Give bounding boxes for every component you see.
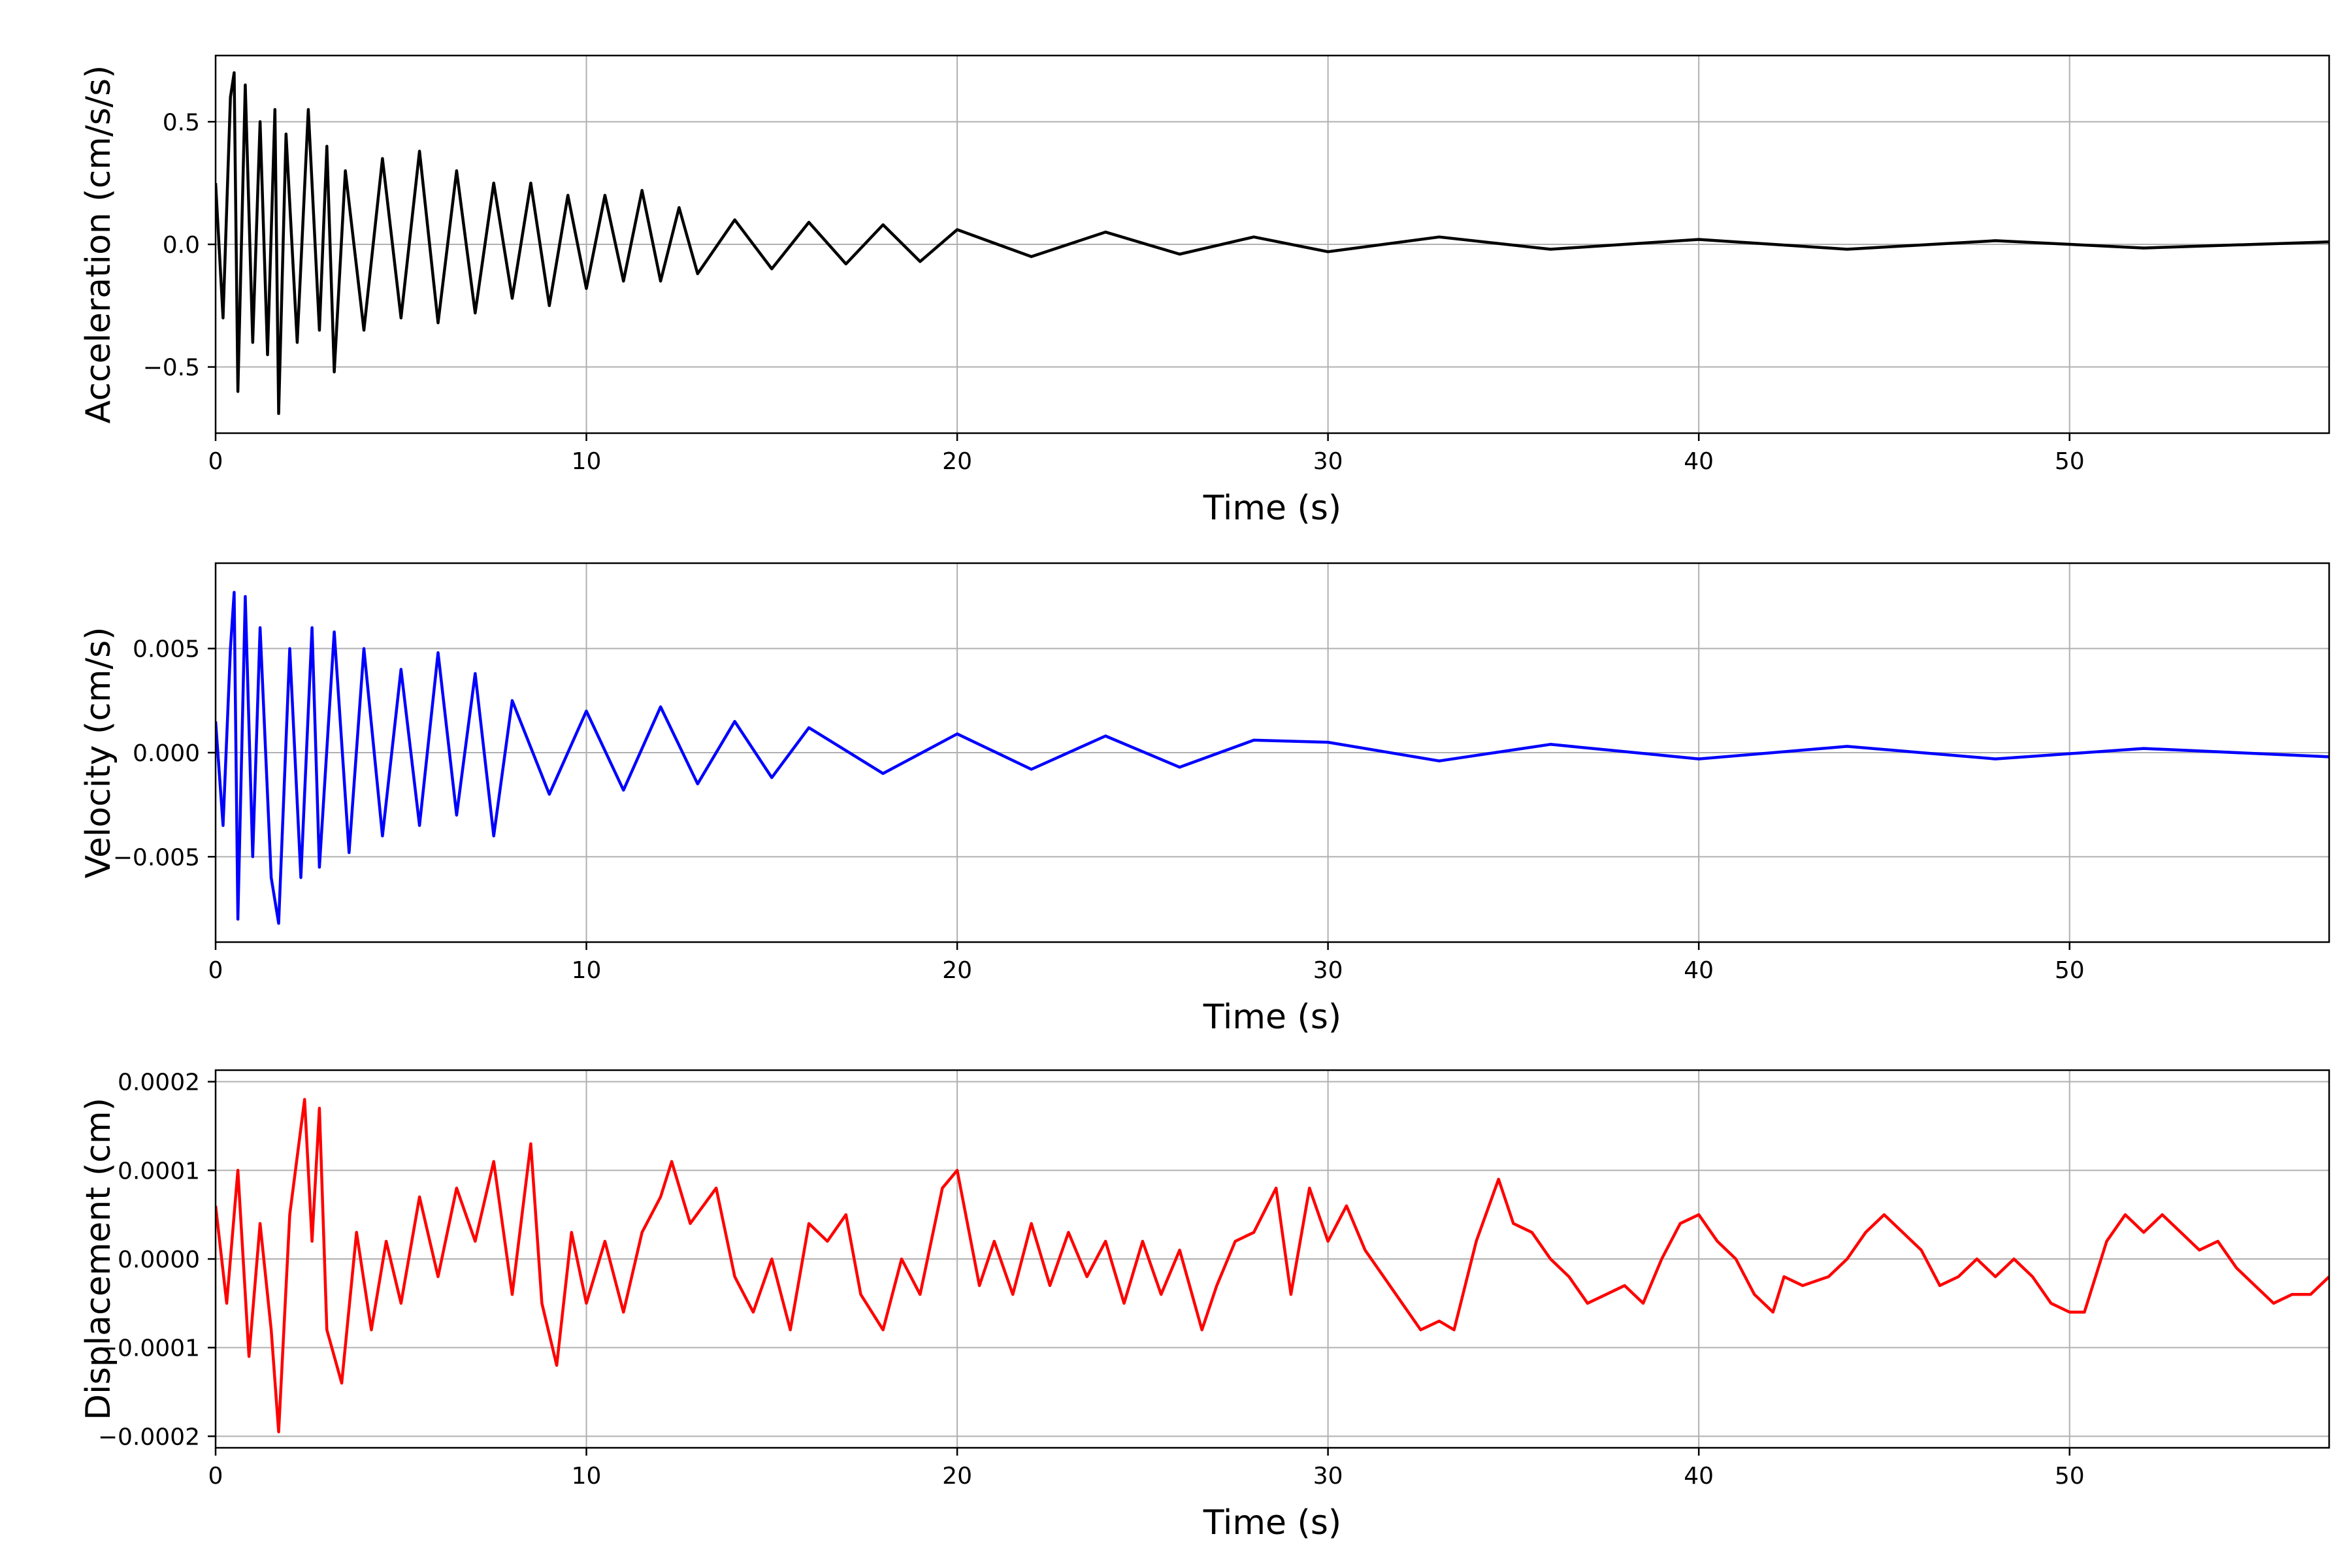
velocity-x-tick-label: 50 bbox=[2055, 957, 2085, 984]
velocity-y-tick-label: 0.000 bbox=[133, 740, 200, 767]
displacement-y-axis-label: Displacement (cm) bbox=[79, 1098, 118, 1420]
displacement-x-tick-label: 50 bbox=[2055, 1463, 2085, 1490]
displacement-panel: 0 10 20 30 40 50 −0.0002 −0.0001 0.0000 0.0001 0.0… bbox=[79, 1070, 2330, 1543]
displacement-x-tick-label: 10 bbox=[572, 1463, 602, 1490]
velocity-y-axis-label: Velocity (cm/s) bbox=[79, 627, 118, 879]
displacement-x-tick-label: 0 bbox=[208, 1463, 223, 1490]
displacement-x-tick-label: 20 bbox=[942, 1463, 972, 1490]
acceleration-x-tick-label: 50 bbox=[2055, 448, 2085, 475]
acceleration-panel: 0 10 20 30 40 50 −0.5 0.0 0.5 Time (s) Acceleratio… bbox=[79, 54, 2330, 528]
velocity-y-tick-label: −0.005 bbox=[113, 844, 200, 871]
displacement-y-tick-label: 0.0002 bbox=[118, 1070, 200, 1096]
velocity-panel: 0 10 20 30 40 50 −0.005 0.000 0.005 Time (s) Veloc… bbox=[79, 562, 2330, 1037]
displacement-y-tick-label: 0.0000 bbox=[118, 1247, 200, 1273]
acceleration-y-tick-label: 0.0 bbox=[163, 232, 200, 259]
velocity-x-axis-label: Time (s) bbox=[1203, 998, 1341, 1037]
displacement-x-tick-label: 40 bbox=[1684, 1463, 1714, 1490]
acceleration-x-tick-label: 10 bbox=[572, 448, 602, 475]
acceleration-x-tick-label: 20 bbox=[942, 448, 972, 475]
displacement-y-tick-label: −0.0001 bbox=[98, 1335, 200, 1362]
acceleration-x-tick-label: 30 bbox=[1313, 448, 1343, 475]
displacement-series-line bbox=[216, 1098, 2329, 1433]
displacement-y-tick-label: 0.0001 bbox=[118, 1158, 200, 1184]
acceleration-x-axis-label: Time (s) bbox=[1203, 489, 1341, 528]
acceleration-y-axis-label: Acceleration (cm/s/s) bbox=[79, 65, 118, 424]
velocity-x-tick-label: 30 bbox=[1313, 957, 1343, 984]
velocity-x-tick-label: 20 bbox=[942, 957, 972, 984]
displacement-x-axis-label: Time (s) bbox=[1203, 1503, 1341, 1543]
velocity-x-tick-label: 0 bbox=[208, 957, 223, 984]
velocity-x-tick-label: 10 bbox=[572, 957, 602, 984]
acceleration-series-line bbox=[216, 71, 2329, 416]
velocity-y-tick-label: 0.005 bbox=[133, 636, 200, 663]
acceleration-y-tick-label: −0.5 bbox=[143, 355, 200, 382]
acceleration-x-tick-label: 40 bbox=[1684, 448, 1714, 475]
acceleration-y-tick-label: 0.5 bbox=[163, 109, 200, 136]
velocity-series-line bbox=[216, 591, 2329, 925]
velocity-x-tick-label: 40 bbox=[1684, 957, 1714, 984]
displacement-x-tick-label: 30 bbox=[1313, 1463, 1343, 1490]
displacement-y-tick-label: −0.0002 bbox=[98, 1424, 200, 1450]
acceleration-x-tick-label: 0 bbox=[208, 448, 223, 475]
